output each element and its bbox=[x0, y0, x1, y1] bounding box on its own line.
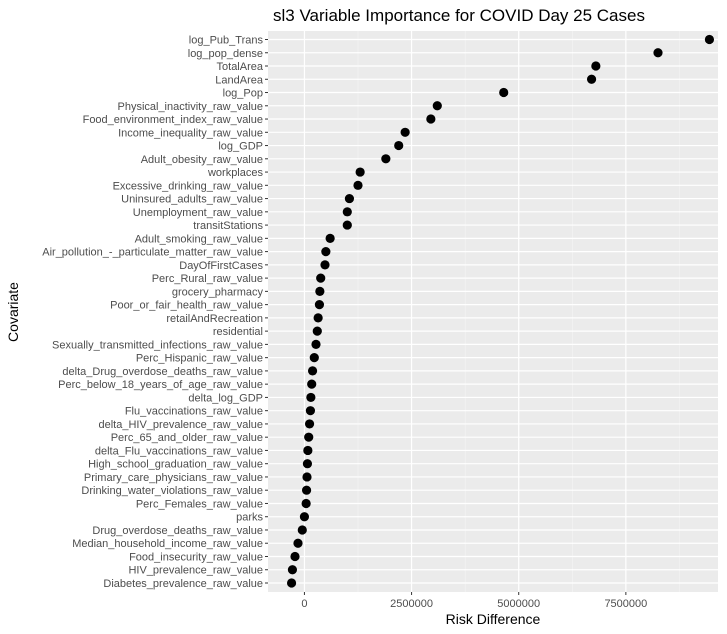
y-tick-label: Physical_inactivity_raw_value bbox=[117, 101, 263, 113]
y-tick-label: Adult_obesity_raw_value bbox=[141, 154, 263, 166]
y-tick-label: Perc_below_18_years_of_age_raw_value bbox=[58, 379, 263, 391]
y-tick-label: Perc_Hispanic_raw_value bbox=[136, 353, 263, 365]
y-tick-label: Perc_65_and_older_raw_value bbox=[111, 432, 263, 444]
y-tick-label: Sexually_transmitted_infections_raw_valu… bbox=[52, 339, 263, 351]
plot-panel bbox=[268, 31, 718, 592]
y-tick-label: Excessive_drinking_raw_value bbox=[113, 180, 263, 192]
data-point bbox=[287, 565, 298, 575]
y-tick-label: log_Pop bbox=[223, 88, 263, 100]
data-point bbox=[313, 313, 323, 323]
y-tick-label: log_Pub_Trans bbox=[189, 35, 264, 47]
data-point bbox=[591, 61, 601, 71]
data-point bbox=[307, 379, 317, 389]
data-point bbox=[586, 74, 597, 84]
y-tick-label: Uninsured_adults_raw_value bbox=[121, 194, 263, 206]
x-axis: 0 2500000 5000000 7500000 bbox=[301, 592, 647, 610]
data-point bbox=[321, 246, 331, 257]
x-axis-title: Risk Difference bbox=[446, 611, 541, 627]
y-tick-label: Food_insecurity_raw_value bbox=[129, 551, 263, 563]
y-tick-label: Drinking_water_violations_raw_value bbox=[81, 485, 263, 497]
data-point bbox=[704, 34, 715, 45]
data-point bbox=[303, 445, 313, 456]
y-tick-label: transitStations bbox=[193, 220, 263, 232]
y-tick-label: log_GDP bbox=[218, 141, 263, 153]
y-tick-label: delta_Flu_vaccinations_raw_value bbox=[95, 445, 263, 457]
y-tick-label: Unemployment_raw_value bbox=[133, 207, 263, 219]
y-tick-label: Adult_smoking_raw_value bbox=[135, 233, 263, 245]
y-tick-label: Food_environment_index_raw_value bbox=[83, 114, 263, 126]
data-point bbox=[305, 406, 316, 416]
data-point bbox=[344, 193, 355, 204]
data-point bbox=[299, 512, 310, 522]
y-tick-label: Primary_care_physicians_raw_value bbox=[84, 472, 263, 484]
y-tick-label: TotalArea bbox=[217, 61, 264, 73]
y-tick-label: residential bbox=[213, 326, 263, 338]
data-point bbox=[286, 578, 297, 588]
data-point bbox=[394, 140, 404, 151]
y-tick-label: delta_HIV_prevalence_raw_value bbox=[99, 419, 264, 431]
y-tick-label: delta_log_GDP bbox=[188, 392, 263, 404]
data-point bbox=[302, 459, 313, 469]
y-tick-label: parks bbox=[236, 512, 263, 524]
data-point bbox=[653, 48, 663, 58]
data-point bbox=[307, 366, 318, 376]
y-axis: log_Pub_Translog_pop_denseTotalAreaLandA… bbox=[42, 35, 268, 590]
data-point bbox=[304, 432, 314, 442]
x-tick-label: 5000000 bbox=[497, 598, 540, 610]
chart-title: sl3 Variable Importance for COVID Day 25… bbox=[273, 6, 645, 25]
x-tick-label: 2500000 bbox=[390, 598, 433, 610]
y-tick-label: DayOfFirstCases bbox=[179, 260, 263, 272]
data-point bbox=[301, 498, 311, 509]
y-tick-label: workplaces bbox=[207, 167, 264, 179]
data-point bbox=[311, 339, 321, 349]
y-axis-title: Covariate bbox=[5, 282, 21, 342]
data-point bbox=[312, 326, 322, 336]
y-tick-label: LandArea bbox=[215, 74, 264, 86]
data-point bbox=[432, 101, 442, 111]
data-point bbox=[342, 220, 352, 230]
data-point bbox=[320, 260, 330, 270]
data-point bbox=[355, 167, 365, 177]
x-tick-label: 0 bbox=[301, 598, 307, 610]
gridlines bbox=[268, 31, 718, 592]
data-point bbox=[301, 485, 312, 495]
data-point bbox=[353, 180, 363, 190]
data-point bbox=[342, 207, 352, 217]
data-point bbox=[314, 300, 325, 310]
data-point bbox=[426, 114, 436, 124]
y-tick-label: Income_inequality_raw_value bbox=[118, 127, 263, 139]
data-point bbox=[315, 286, 325, 296]
y-tick-label: log_pop_dense bbox=[188, 48, 263, 60]
data-point bbox=[309, 353, 319, 363]
data-point bbox=[499, 87, 509, 98]
data-point bbox=[306, 392, 316, 403]
x-tick-label: 7500000 bbox=[604, 598, 647, 610]
data-point bbox=[293, 538, 303, 548]
data-point bbox=[316, 273, 326, 283]
data-points bbox=[286, 34, 715, 588]
data-point bbox=[304, 419, 315, 429]
y-tick-label: delta_Drug_overdose_deaths_raw_value bbox=[62, 366, 263, 378]
y-tick-label: Perc_Females_raw_value bbox=[136, 498, 263, 510]
y-tick-label: Drug_overdose_deaths_raw_value bbox=[92, 525, 263, 537]
data-point bbox=[400, 127, 410, 137]
y-tick-label: Diabetes_prevalence_raw_value bbox=[103, 578, 263, 590]
y-tick-label: Poor_or_fair_health_raw_value bbox=[110, 300, 263, 312]
y-tick-label: HIV_prevalence_raw_value bbox=[128, 565, 263, 577]
data-point bbox=[297, 525, 307, 535]
y-tick-label: retailAndRecreation bbox=[166, 313, 263, 325]
data-point bbox=[381, 154, 391, 164]
y-tick-label: High_school_graduation_raw_value bbox=[88, 459, 263, 471]
data-point bbox=[325, 233, 335, 243]
y-tick-label: Air_pollution_-_particulate_matter_raw_v… bbox=[42, 247, 263, 259]
data-point bbox=[302, 472, 312, 482]
y-tick-label: grocery_pharmacy bbox=[172, 286, 264, 298]
data-point bbox=[290, 551, 300, 562]
y-tick-label: Perc_Rural_raw_value bbox=[152, 273, 263, 285]
y-tick-label: Flu_vaccinations_raw_value bbox=[125, 406, 263, 418]
y-tick-label: Median_household_income_raw_value bbox=[72, 538, 263, 550]
